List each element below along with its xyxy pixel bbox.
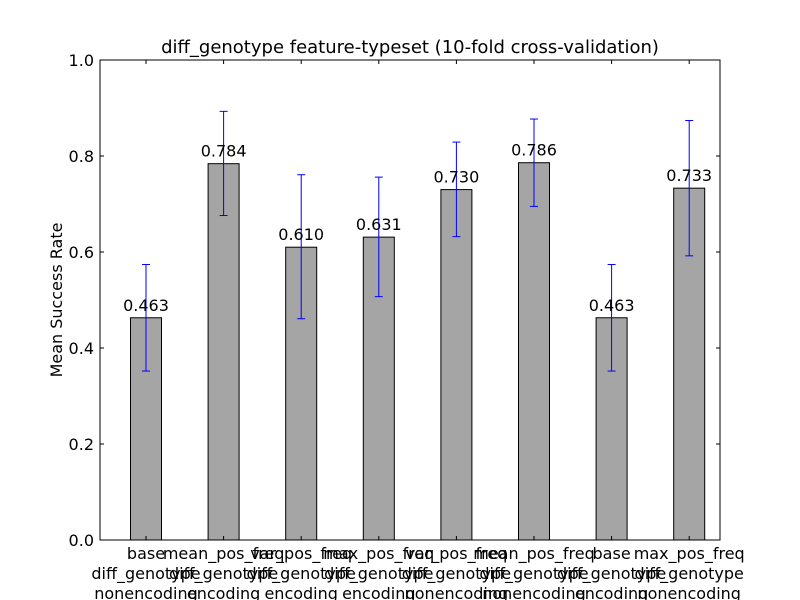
y-ticks-layer: 0.0 0.2 0.4 0.6 0.8 1.0 [69, 51, 720, 550]
bar-7 [595, 317, 628, 541]
x-category-labels-layer: basediff_genotypenonencodingmean_pos_fre… [91, 544, 744, 600]
bars-layer [130, 162, 706, 541]
x-tick-label-1-line-2: diff_genotype [91, 564, 200, 584]
chart-title: diff_genotype feature-typeset (10-fold c… [161, 37, 659, 58]
x-tick-label-1-line-1: base [127, 544, 165, 563]
y-tick-label-4: 0.6 [69, 243, 94, 262]
data-label-8: 0.733 [666, 166, 712, 185]
y-tick-label-1: 0.0 [69, 531, 94, 550]
x-tick-label-4-line-1: max_pos_freq [323, 544, 434, 564]
x-tick-label-2-line-3: encoding [187, 584, 260, 600]
x-tick-label-7-line-3: encoding [575, 584, 648, 600]
data-label-7: 0.463 [589, 296, 635, 315]
data-labels-layer: 0.463 0.784 0.610 0.631 0.730 0.786 0.463 0.733 [123, 141, 712, 315]
x-tick-label-1-line-3: nonencoding [94, 584, 198, 600]
data-label-4: 0.631 [356, 215, 402, 234]
x-tick-label-3-line-3: encoding [264, 584, 337, 600]
x-tick-label-3-line-1: var_pos_freq [250, 544, 352, 564]
x-tick-label-8-line-1: max_pos_freq [634, 544, 745, 564]
data-label-6: 0.786 [511, 141, 557, 160]
x-tick-label-3-line-2: diff_genotype [247, 564, 356, 584]
x-tick-label-8-line-2: diff_genotype [635, 564, 744, 584]
x-tick-label-6-line-3: nonencoding [482, 584, 586, 600]
data-label-2: 0.784 [201, 142, 247, 161]
data-label-1: 0.463 [123, 296, 169, 315]
x-tick-label-2-line-1: mean_pos_freq [163, 544, 285, 564]
y-tick-label-5: 0.8 [69, 147, 94, 166]
x-tick-label-8-line-3: nonencoding [637, 584, 741, 600]
x-tick-label-4-line-2: diff_genotype [324, 564, 433, 584]
bar-5 [440, 189, 473, 541]
error-bars-layer [142, 110, 694, 372]
x-tick-label-4-line-3: encoding [342, 584, 415, 600]
bar-2 [207, 163, 240, 541]
y-tick-label-3: 0.4 [69, 339, 94, 358]
x-tick-label-6-line-1: mean_pos_freq [473, 544, 595, 564]
x-tick-label-7-line-2: diff_genotype [557, 564, 666, 584]
x-tick-label-5-line-1: var_pos_freq [405, 544, 507, 564]
x-tick-label-5-line-3: nonencoding [405, 584, 509, 600]
x-tick-label-7-line-1: base [593, 544, 631, 563]
data-label-3: 0.610 [278, 225, 324, 244]
y-tick-label-2: 0.2 [69, 435, 94, 454]
x-tick-label-6-line-2: diff_genotype [479, 564, 588, 584]
y-axis-label: Mean Success Rate [47, 223, 66, 378]
bar-6 [518, 162, 550, 541]
x-tick-label-5-line-2: diff_genotype [402, 564, 511, 584]
data-label-5: 0.730 [433, 168, 479, 187]
y-tick-label-6: 1.0 [69, 51, 94, 70]
x-tick-label-2-line-2: diff_genotype [169, 564, 278, 584]
plot-area-frame [99, 59, 721, 541]
